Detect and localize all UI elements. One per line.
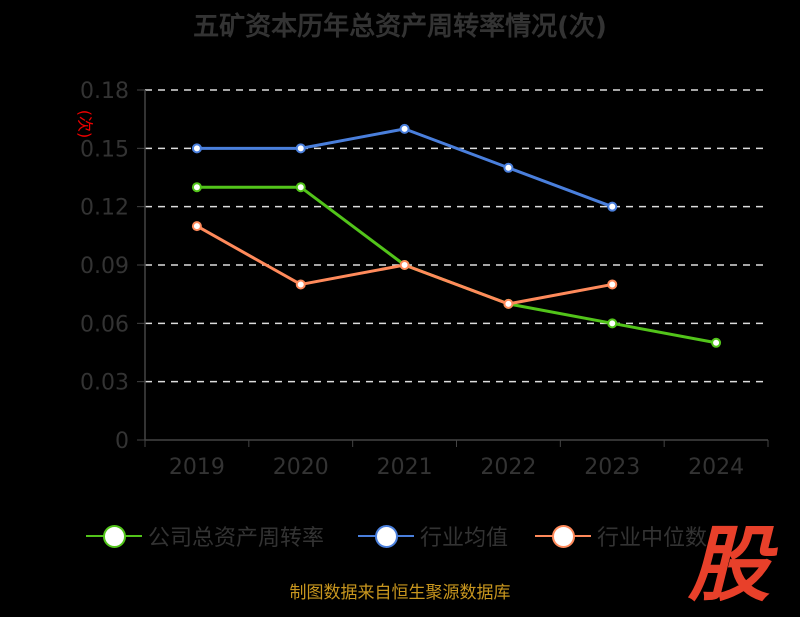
logo-watermark: 股 [688, 518, 770, 613]
data-point [295, 143, 306, 154]
y-tick-label: 0.06 [80, 312, 129, 337]
series-line [196, 185, 717, 345]
data-point [295, 279, 306, 290]
legend-marker-icon [358, 524, 414, 548]
data-point [503, 162, 514, 173]
line-chart: 0 0.03 0.06 0.09 0.12 0.15 0.18 2019 2020 2021 202… [80, 79, 769, 480]
x-tick-label: 2022 [480, 455, 536, 480]
data-point [503, 298, 514, 309]
data-point [711, 337, 722, 348]
y-tick-label: 0.15 [80, 137, 129, 162]
legend-item-industry-mean[interactable]: 行业均值 [358, 520, 508, 552]
data-point [191, 182, 202, 193]
x-tick-label: 2023 [584, 455, 640, 480]
x-tick-label: 2024 [688, 455, 744, 480]
legend-label: 行业中位数 [597, 526, 708, 551]
legend-label: 行业均值 [420, 526, 509, 551]
y-tick-label: 0.12 [80, 196, 129, 221]
data-point [607, 318, 618, 329]
data-point [607, 279, 618, 290]
y-tick-label: 0.18 [80, 79, 129, 104]
chart-title: 五矿资本历年总资产周转率情况(次) [193, 12, 607, 42]
legend-item-industry-median[interactable]: 行业中位数 [535, 520, 707, 552]
legend-item-company[interactable]: 公司总资产周转率 [86, 520, 324, 552]
data-point [399, 123, 410, 134]
data-point [399, 260, 410, 270]
x-tick-label: 2019 [169, 455, 225, 480]
legend-label: 公司总资产周转率 [148, 526, 325, 551]
x-tick-label: 2020 [273, 455, 329, 480]
data-point [191, 143, 202, 154]
y-tick-label: 0.03 [80, 371, 129, 396]
source-note: 制图数据来自恒生聚源数据库 [289, 583, 511, 603]
y-tick-label: 0 [115, 429, 129, 454]
x-tick-label: 2021 [377, 455, 433, 480]
data-point [295, 182, 306, 193]
legend-marker-icon [86, 524, 142, 548]
data-point [191, 221, 202, 232]
legend-marker-icon [535, 524, 591, 548]
y-tick-label: 0.09 [80, 254, 129, 279]
series-line [196, 127, 613, 209]
data-point [607, 201, 618, 212]
